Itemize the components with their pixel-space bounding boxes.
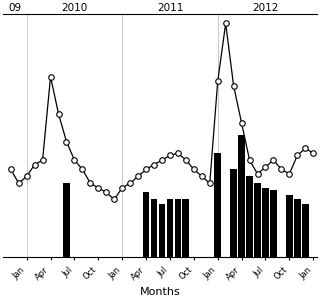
Bar	[270, 190, 277, 257]
Bar	[238, 135, 245, 257]
Bar	[167, 200, 173, 257]
Bar	[182, 200, 189, 257]
Bar	[214, 153, 221, 257]
Bar	[254, 183, 261, 257]
Bar	[159, 204, 165, 257]
Bar	[286, 195, 293, 257]
Bar	[230, 169, 237, 257]
Bar	[143, 193, 149, 257]
Bar	[262, 188, 269, 257]
Bar	[246, 176, 253, 257]
Bar	[174, 200, 181, 257]
Bar	[151, 200, 157, 257]
Bar	[302, 204, 309, 257]
Bar	[294, 200, 301, 257]
X-axis label: Months: Months	[140, 287, 180, 297]
Bar	[63, 183, 70, 257]
